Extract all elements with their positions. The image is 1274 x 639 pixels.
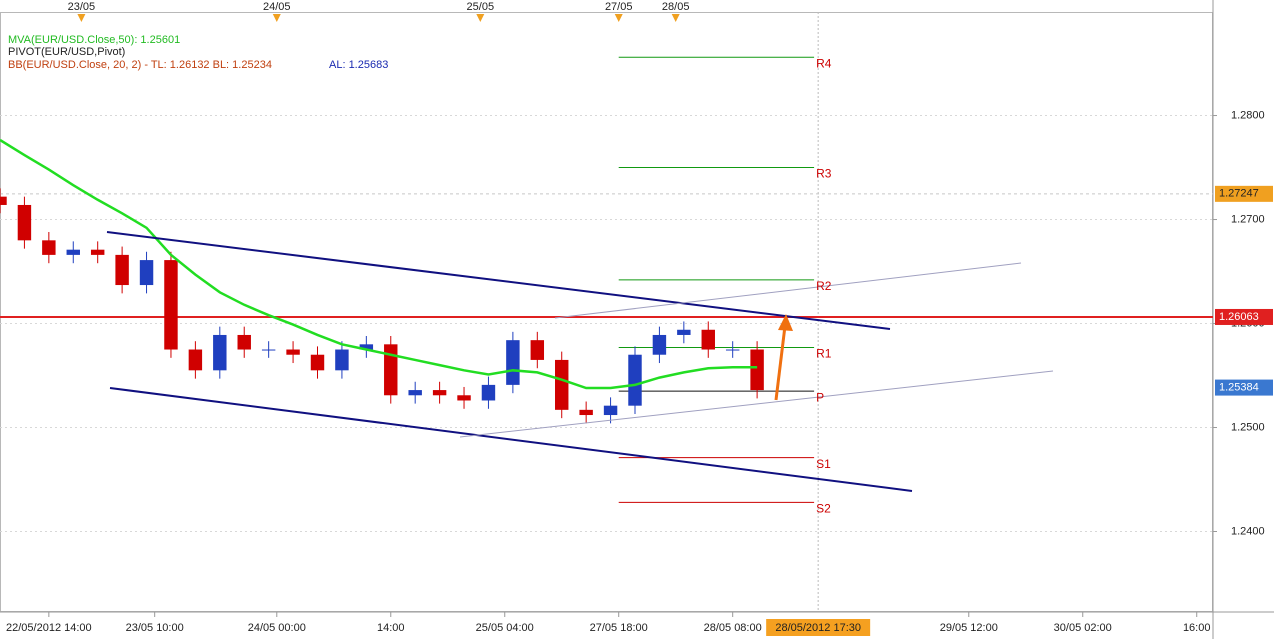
top-date-label: 24/05 [263,1,291,13]
trendline-upper [106,231,891,330]
pivot-label: P [816,390,824,404]
top-date-label: 23/05 [68,1,96,13]
x-tick-label: 28/05 08:00 [704,622,762,634]
top-date-label: 25/05 [467,1,495,13]
top-date-label: 28/05 [662,1,690,13]
x-tick-label: 22/05/2012 14:00 [6,622,92,634]
trendline-lower [109,387,913,492]
arrow [774,325,787,401]
top-date-label: 27/05 [605,1,633,13]
trendline-thin-upper [554,262,1022,319]
y-tick-label: 1.2500 [1231,421,1265,433]
candle-body [359,344,374,350]
pivot-label: R1 [816,347,832,361]
candle-body [457,395,471,401]
candle-body [0,196,7,205]
trendline-thin-lower [459,370,1054,438]
legend-bb-al: AL: 1.25683 [329,59,388,71]
candle-body [579,409,593,416]
top-date-marker [77,14,86,22]
price-marker-label: 1.27247 [1219,188,1259,200]
labels-layer: MVA(EUR/USD.Close,50): 1.25601 PIVOT(EUR… [6,1,1273,636]
top-date-marker [476,14,485,22]
candle-body [237,334,251,350]
candle-body [506,340,520,385]
candle-body [335,349,349,371]
marks-layer [0,56,1213,503]
pivot-label: R2 [816,279,832,293]
x-tick-label: 23/05 10:00 [126,622,184,634]
candle-body [261,349,276,351]
candle-body [42,240,56,255]
legend-mva: MVA(EUR/USD.Close,50): 1.25601 [8,34,180,46]
candle-body [530,340,545,360]
arrow-head [778,314,793,331]
candle-body [652,334,667,355]
candle-body [481,384,496,401]
candle-body [750,349,764,391]
x-tick-label: 24/05 00:00 [248,622,306,634]
price-marker-bg [1215,308,1273,325]
pivot-label: S2 [816,502,831,516]
candle-body [164,260,178,350]
candle-body [677,329,691,335]
top-date-marker [272,14,281,22]
pivot-label: R4 [816,56,832,70]
x-tick-label: 27/05 18:00 [590,622,648,634]
x-tick-label: 16:00 [1183,622,1211,634]
grid-layer [0,12,1217,617]
candle-body [408,390,422,396]
candle-body [310,354,325,371]
pivot-label: S1 [816,457,831,471]
price-marker-label: 1.25384 [1219,381,1259,393]
y-tick-label: 1.2700 [1231,213,1265,225]
candle-body [701,329,715,350]
pivot-label: R3 [816,167,832,181]
top-date-marker [671,14,680,22]
candle-body [90,249,105,255]
x-tick-label: 14:00 [377,622,405,634]
candle-body [384,344,398,396]
candle-body [555,359,569,410]
candle-body [432,390,447,396]
candle-body [188,349,203,371]
candle-body [286,349,300,355]
x-tick-label: 30/05 02:00 [1054,622,1112,634]
y-tick-label: 1.2400 [1231,525,1265,537]
candle-body [115,254,129,286]
price-marker-bg [1215,379,1273,396]
candle-body [66,249,80,255]
top-date-marker [614,14,623,22]
candle-body [603,405,618,416]
x-tick-label: 29/05 12:00 [940,622,998,634]
cursor-label: 28/05/2012 17:30 [775,622,861,634]
legend-bb: BB(EUR/USD.Close, 20, 2) - TL: 1.26132 B… [8,59,272,71]
candle-body [725,349,740,351]
candle-body [139,260,154,286]
price-marker-label: 1.26063 [1219,311,1259,323]
y-tick-label: 1.2800 [1231,109,1265,121]
x-tick-label: 25/05 04:00 [476,622,534,634]
candle-body [628,354,642,406]
legend-pivot: PIVOT(EUR/USD,Pivot) [8,46,125,58]
ma-line [0,138,758,390]
candle-body [213,334,227,371]
cursor-label-bg [766,619,871,636]
candle-body [17,204,32,241]
price-marker-bg [1215,185,1273,202]
